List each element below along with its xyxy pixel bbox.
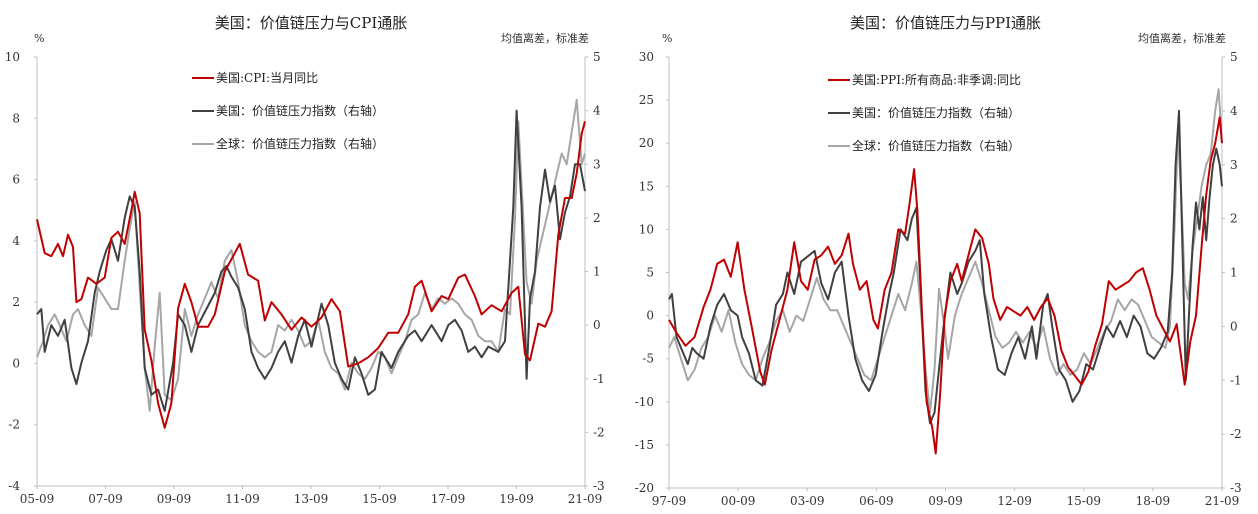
- x-tick-label: 15-09: [1066, 494, 1101, 508]
- x-tick-label: 09-09: [928, 494, 963, 508]
- left-tick-label: 2: [12, 295, 20, 309]
- x-tick-label: 21-09: [568, 492, 603, 506]
- left-tick-label: 6: [12, 173, 20, 187]
- left-tick-label: -4: [8, 479, 20, 493]
- left-tick-label: 4: [12, 234, 20, 248]
- legend-label: 全球：价值链压力指数（右轴）: [852, 138, 1020, 153]
- right-tick-label: 3: [1230, 158, 1238, 172]
- right-tick-label: 3: [593, 157, 601, 171]
- chart-right-svg: 美国：价值链压力与PPI通胀% 均值离差，标准差-20-15-10-5051015…: [635, 14, 1242, 508]
- x-tick-label: 21-09: [1205, 494, 1240, 508]
- series-line-2: [36, 109, 586, 412]
- right-unit-label: 均值离差，标准差: [1138, 31, 1226, 45]
- left-tick-label: 15: [639, 179, 654, 193]
- x-tick-label: 15-09: [362, 492, 397, 506]
- x-tick-label: 97-09: [652, 494, 687, 508]
- right-tick-label: -1: [1230, 373, 1242, 387]
- right-tick-label: 4: [1230, 104, 1238, 118]
- right-tick-label: 0: [1230, 319, 1238, 333]
- right-tick-label: -2: [1230, 427, 1242, 441]
- right-tick-label: 4: [593, 104, 601, 118]
- x-tick-label: 19-09: [499, 492, 534, 506]
- chart-title: 美国：价值链压力与PPI通胀: [850, 14, 1041, 32]
- legend-label: 美国:PPI:所有商品:非季调:同比: [852, 72, 1021, 87]
- right-tick-label: -3: [593, 479, 605, 493]
- left-unit-label: %: [662, 32, 672, 45]
- chart-left-svg: 美国：价值链压力与CPI通胀% 均值离差，标准差-4-20246810-3-2-1…: [5, 14, 605, 506]
- right-tick-label: 2: [1230, 212, 1238, 226]
- x-tick-label: 13-09: [294, 492, 329, 506]
- chart-right: 美国：价值链压力与PPI通胀% 均值离差，标准差 -20 -15 -10 -5 0 5 10 15…: [632, 0, 1258, 514]
- x-tick-label: 06-09: [859, 494, 894, 508]
- right-tick-label: -1: [593, 372, 605, 386]
- right-unit-label: 均值离差，标准差: [501, 31, 589, 45]
- legend-label: 美国:CPI:当月同比: [216, 71, 318, 85]
- left-tick-label: -20: [635, 481, 654, 495]
- right-tick-label: 2: [593, 211, 601, 225]
- right-tick-label: -3: [1230, 481, 1242, 495]
- left-tick-label: -5: [642, 352, 654, 366]
- right-tick-label: 1: [1230, 266, 1238, 280]
- series-line-1: [668, 116, 1223, 455]
- x-tick-label: 12-09: [997, 494, 1032, 508]
- legend-label: 美国：价值链压力指数（右轴）: [852, 105, 1020, 120]
- x-tick-label: 17-09: [431, 492, 466, 506]
- x-tick-label: 00-09: [721, 494, 756, 508]
- x-tick-label: 07-09: [88, 492, 123, 506]
- chart-left: 美国：价值链压力与CPI通胀% 均值离差，标准差 -4 -2 0 2 4 6 8 10 -3 -2 -1…: [0, 0, 624, 514]
- left-tick-label: 10: [5, 50, 20, 64]
- x-tick-label: 05-09: [20, 492, 55, 506]
- left-tick-label: 5: [646, 266, 654, 280]
- x-tick-label: 18-09: [1136, 494, 1171, 508]
- left-tick-label: 0: [646, 309, 654, 323]
- left-tick-label: 20: [639, 136, 654, 150]
- left-tick-label: 30: [639, 50, 654, 64]
- x-tick-label: 11-09: [225, 492, 260, 506]
- left-tick-label: -2: [8, 418, 20, 432]
- right-tick-label: 5: [1230, 50, 1238, 64]
- legend-label: 全球：价值链压力指数（右轴）: [216, 136, 384, 151]
- legend-label: 美国：价值链压力指数（右轴）: [216, 103, 384, 118]
- left-unit-label: %: [34, 32, 44, 45]
- x-tick-label: 09-09: [157, 492, 192, 506]
- series-line-1: [36, 121, 586, 429]
- left-tick-label: -10: [635, 395, 654, 409]
- left-tick-label: 0: [12, 356, 20, 370]
- left-tick-label: 10: [639, 222, 654, 236]
- chart-title: 美国：价值链压力与CPI通胀: [215, 14, 408, 32]
- right-tick-label: 5: [593, 50, 601, 64]
- left-tick-label: -15: [635, 438, 654, 452]
- left-tick-label: 8: [12, 111, 20, 125]
- right-tick-label: 0: [593, 318, 601, 332]
- left-tick-label: 25: [639, 93, 654, 107]
- right-tick-label: -2: [593, 425, 605, 439]
- x-tick-label: 03-09: [790, 494, 825, 508]
- right-tick-label: 1: [593, 265, 601, 279]
